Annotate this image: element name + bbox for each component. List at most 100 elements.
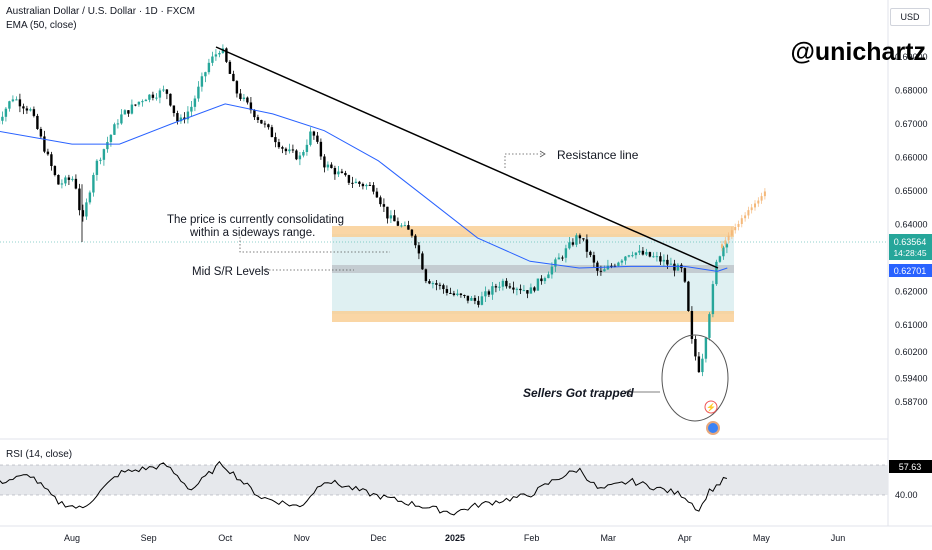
candle-body [631, 255, 634, 257]
ema-line [0, 103, 728, 272]
x-tick-label: Feb [524, 533, 540, 543]
candle-body [361, 183, 365, 187]
candle-body [589, 251, 592, 256]
candle-body [519, 288, 522, 291]
y-tick-label: 0.69000 [895, 52, 928, 62]
projection-candles [721, 188, 766, 252]
candle-body [568, 242, 571, 249]
candle-body [18, 99, 22, 107]
candle-body [71, 178, 74, 180]
candle-body [487, 291, 491, 295]
candle-body [676, 264, 680, 271]
candle-body [368, 184, 372, 186]
candle-body [403, 225, 407, 227]
candle-body [347, 175, 351, 183]
candle-body [8, 101, 11, 109]
candle-body [172, 105, 176, 114]
candle-body [277, 142, 281, 148]
candle-body [456, 293, 459, 296]
candle-body [253, 110, 256, 118]
x-tick-label: Aug [64, 533, 80, 543]
candle-body [319, 141, 323, 157]
candle-body [641, 250, 645, 255]
candle-body [655, 256, 659, 258]
candle-body [337, 171, 340, 175]
candle-body [526, 290, 529, 294]
flag-icon [706, 421, 720, 435]
candle-body [183, 117, 186, 120]
candle-body [491, 286, 494, 295]
currency-button[interactable]: USD [890, 8, 930, 26]
candle-body [452, 293, 456, 296]
candle-body [281, 147, 284, 149]
candle-body [575, 235, 578, 245]
candle-body [179, 117, 183, 122]
candle-body [333, 168, 337, 175]
consolidating-label-1: The price is currently consolidating [167, 214, 344, 226]
candle-body [29, 109, 32, 111]
candle-body [81, 210, 85, 217]
candle-body [389, 215, 393, 219]
candle-body [155, 97, 158, 99]
candle-body [197, 86, 200, 99]
range-fill [332, 234, 734, 314]
candle-body [638, 250, 641, 253]
candle-body [718, 256, 722, 262]
candle-body [340, 171, 344, 173]
candle-body [64, 177, 67, 184]
candle-body [592, 255, 596, 263]
candle-body [312, 131, 316, 136]
candle-body [704, 337, 708, 359]
candle-body [113, 124, 116, 135]
candle-body [186, 111, 190, 120]
last-price-value: 0.63564 [894, 237, 927, 247]
candle-body [508, 286, 512, 288]
sellers-label: Sellers Got trapped [523, 386, 634, 400]
candle-body [624, 256, 627, 261]
candle-body [88, 192, 92, 203]
candle-body [694, 338, 697, 357]
y-tick-label: 0.67000 [895, 119, 928, 129]
candle-body [428, 281, 431, 284]
candle-body [400, 225, 403, 227]
price-axis: 0.69000 0.68000 0.67000 0.66000 0.65000 0.640… [895, 52, 928, 500]
candle-body [540, 278, 543, 282]
candle-body [673, 263, 676, 271]
candle-body [78, 188, 81, 211]
candle-body [431, 283, 435, 285]
candle-body [218, 52, 221, 55]
countdown-value: 14:28:45 [893, 248, 926, 258]
candle-body [382, 204, 386, 207]
x-tick-label: Nov [294, 533, 311, 543]
candle-body [687, 281, 690, 312]
candle-body [106, 141, 109, 150]
candle-body [123, 110, 127, 115]
candle-body [449, 292, 452, 294]
candle-body [603, 269, 606, 272]
rsi-value: 57.63 [899, 462, 922, 472]
candle-body [57, 174, 60, 185]
candle-body [645, 252, 648, 255]
candles-layer [0, 44, 729, 377]
candle-body [109, 134, 113, 142]
candle-body [470, 297, 473, 301]
x-tick-label: Apr [678, 533, 692, 543]
candle-body [169, 93, 172, 106]
candle-body [225, 48, 228, 62]
candle-body [445, 289, 449, 293]
candle-body [512, 287, 515, 290]
candle-body [613, 265, 617, 267]
candle-body [1, 116, 4, 121]
candle-body [85, 202, 88, 217]
candle-body [564, 248, 568, 258]
candle-body [701, 358, 704, 373]
candle-body [36, 115, 39, 129]
candle-body [305, 144, 309, 152]
candle-body [246, 97, 249, 103]
rsi-label: RSI (14, close) [6, 449, 72, 460]
y-tick-label: 0.66000 [895, 153, 928, 163]
candle-body [683, 268, 687, 282]
candle-body [424, 269, 428, 282]
candle-body [358, 181, 361, 184]
